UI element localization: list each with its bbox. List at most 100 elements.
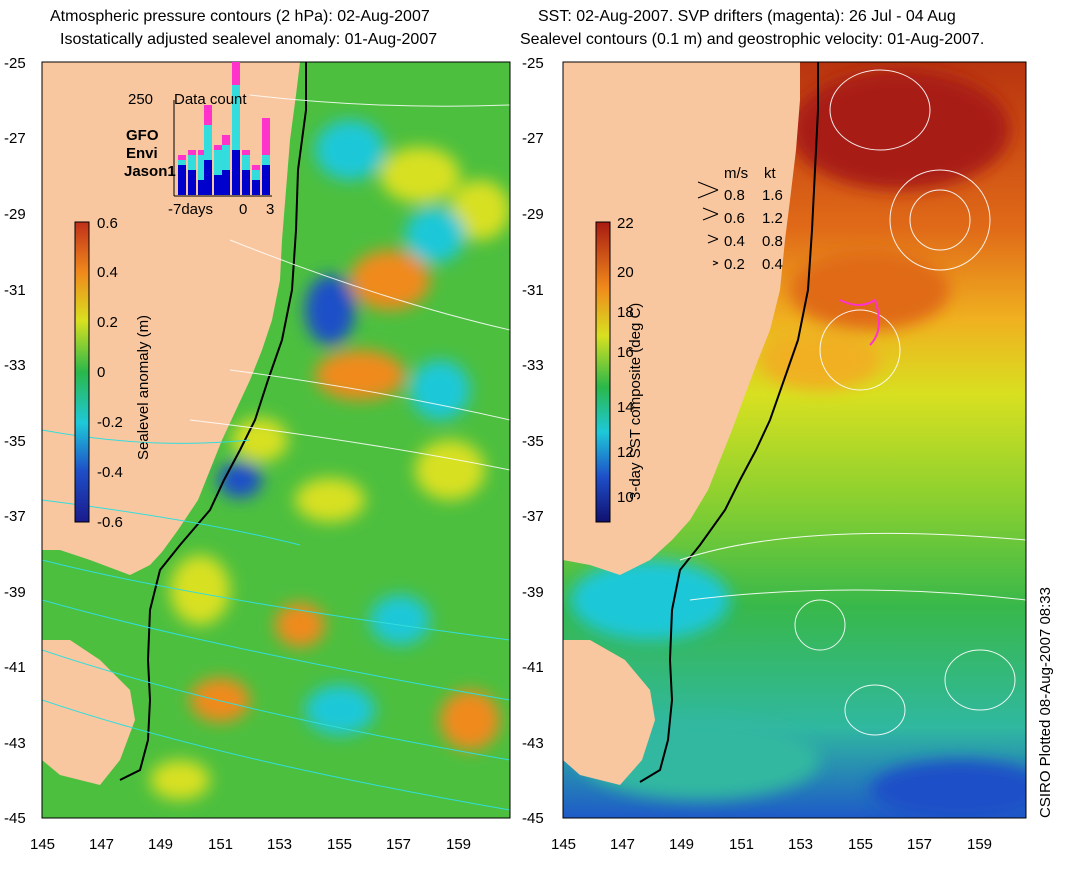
velocity-key-kt: 1.2: [762, 210, 783, 227]
sla-tick: 0.4: [97, 264, 118, 281]
inset-legend-gfo: GFO: [126, 127, 159, 144]
sla-map: [42, 62, 510, 818]
svp-drifter-track: [839, 298, 880, 346]
lat-tick: -41: [522, 659, 544, 676]
lat-tick: -29: [522, 206, 544, 223]
lon-tick: 149: [148, 836, 173, 853]
velocity-key-arrow: [702, 207, 719, 221]
land-tasmania-right: [563, 640, 655, 785]
sst-tick: 18: [617, 304, 634, 321]
inset-ytick: 250: [128, 91, 153, 108]
lon-tick: 157: [907, 836, 932, 853]
lon-tick: 155: [327, 836, 352, 853]
sla-tick: -0.6: [97, 514, 123, 531]
lat-tick: -27: [4, 130, 26, 147]
lat-tick: -27: [522, 130, 544, 147]
sst-tick: 20: [617, 264, 634, 281]
sla-colorbar: 0.6 0.4 0.2 0 -0.2 -0.4 -0.6 Sealevel an…: [74, 215, 152, 531]
data-count-inset: 250 Data count GFO Envi Jason1 -7days 0 …: [124, 62, 274, 218]
lat-tick: -31: [4, 282, 26, 299]
sla-colorbar-ticks: 0.6 0.4 0.2 0 -0.2 -0.4 -0.6: [97, 215, 123, 531]
lat-tick: -41: [4, 659, 26, 676]
inset-bars: [178, 62, 270, 195]
lat-tick: -25: [522, 55, 544, 72]
velocity-key-kt: 0.4: [762, 256, 783, 273]
lon-tick: 145: [551, 836, 576, 853]
velocity-key-kt: 1.6: [762, 187, 783, 204]
inset-xtick-end: 3: [266, 201, 274, 218]
inset-xtick-start: -7days: [168, 201, 213, 218]
velocity-key-ms: 0.4: [724, 233, 745, 250]
pressure-contours: [189, 94, 510, 471]
sla-tick: 0.2: [97, 314, 118, 331]
sst-map: [563, 62, 1026, 818]
inset-xtick-zero: 0: [239, 201, 247, 218]
inset-legend-envi: Envi: [126, 145, 158, 162]
velocity-key-arrow: [697, 181, 719, 199]
lat-tick: -31: [522, 282, 544, 299]
left-map-frame: [41, 61, 511, 819]
velocity-key-ms: 0.6: [724, 210, 745, 227]
sla-tick: 0: [97, 364, 105, 381]
velocity-key-kt: 0.8: [762, 233, 783, 250]
lat-tick: -39: [522, 584, 544, 601]
sst-tick: 22: [617, 215, 634, 232]
lat-tick: -35: [522, 433, 544, 450]
sst-tick: 12: [617, 444, 634, 461]
sla-field: [150, 120, 510, 800]
left-title-line1: Atmospheric pressure contours (2 hPa): 0…: [50, 8, 430, 25]
shelf-contour-left: [119, 62, 307, 781]
sst-colorbar: 22 20 18 16 14 12 10 3-day SST composite…: [595, 215, 644, 523]
velocity-key-header-ms: m/s: [724, 165, 748, 182]
lon-tick: 159: [967, 836, 992, 853]
inset-title: Data count: [174, 91, 247, 108]
lat-axis-left: -25 -27 -29 -31 -33 -35 -37 -39 -41 -43 …: [4, 55, 26, 827]
inset-legend-jason1: Jason1: [124, 163, 176, 180]
lat-tick: -33: [4, 357, 26, 374]
sst-colorbar-label: 3-day SST composite (deg C): [627, 303, 644, 500]
lon-tick: 153: [267, 836, 292, 853]
right-title-line1: SST: 02-Aug-2007. SVP drifters (magenta)…: [538, 8, 956, 25]
lat-tick: -35: [4, 433, 26, 450]
lon-tick: 147: [610, 836, 635, 853]
shelf-contour-right: [639, 62, 819, 783]
lat-tick: -29: [4, 206, 26, 223]
lat-tick: -39: [4, 584, 26, 601]
lat-tick: -45: [522, 810, 544, 827]
velocity-key-ms: 0.2: [724, 256, 745, 273]
sst-colorbar-ticks: 22 20 18 16 14 12 10: [617, 215, 634, 506]
land-mainland-right: [563, 62, 800, 575]
left-title-line2: Isostatically adjusted sealevel anomaly:…: [60, 31, 438, 48]
land-tasmania-left: [42, 640, 135, 785]
lat-tick: -43: [4, 735, 26, 752]
right-title-line2: Sealevel contours (0.1 m) and geostrophi…: [520, 31, 985, 48]
lon-tick: 153: [788, 836, 813, 853]
lon-tick: 151: [208, 836, 233, 853]
lon-tick: 159: [446, 836, 471, 853]
sst-tick: 10: [617, 489, 634, 506]
lat-tick: -25: [4, 55, 26, 72]
velocity-key: m/s kt 0.8 1.6 0.6 1.2 0.4 0.8 0.2 0.4: [697, 165, 783, 273]
lat-tick: -37: [522, 508, 544, 525]
sla-tick: -0.2: [97, 414, 123, 431]
lon-tick: 145: [30, 836, 55, 853]
velocity-key-arrow: [707, 234, 719, 244]
sealevel-contours: [679, 69, 1026, 736]
velocity-key-ms: 0.8: [724, 187, 745, 204]
sst-tick: 16: [617, 344, 634, 361]
lon-tick: 151: [729, 836, 754, 853]
lat-tick: -37: [4, 508, 26, 525]
lon-tick: 149: [669, 836, 694, 853]
lat-tick: -33: [522, 357, 544, 374]
lon-tick: 155: [848, 836, 873, 853]
sst-tick: 14: [617, 399, 634, 416]
lon-tick: 157: [386, 836, 411, 853]
sla-colorbar-label: Sealevel anomaly (m): [135, 315, 152, 460]
right-map-frame: [562, 61, 1027, 819]
velocity-key-header-kt: kt: [764, 165, 777, 182]
lon-axis-right: 145 147 149 151 153 155 157 159: [551, 836, 992, 853]
sla-tick: 0.6: [97, 215, 118, 232]
lon-tick: 147: [89, 836, 114, 853]
lon-axis-left: 145 147 149 151 153 155 157 159: [30, 836, 471, 853]
